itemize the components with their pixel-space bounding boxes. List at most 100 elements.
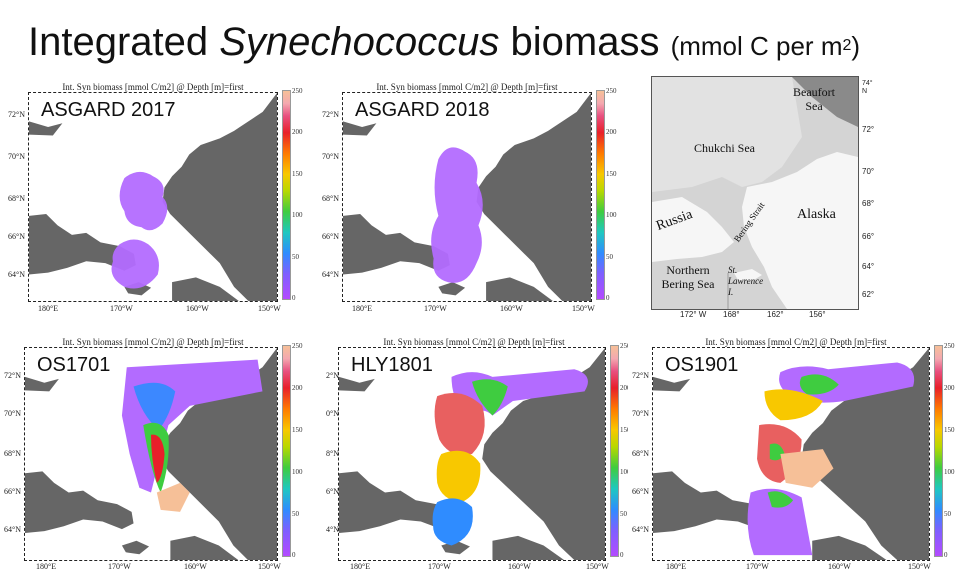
y-tick: 64°N [322, 270, 339, 279]
x-tick: 160°W [500, 304, 523, 313]
x-tick: 180°E [36, 562, 57, 571]
y-tick: 66°N [4, 487, 21, 496]
ref-lon-tick: 172° W [680, 310, 707, 319]
x-tick: 150°W [258, 304, 281, 313]
y-tick: 0°N [326, 409, 339, 418]
colorbar [934, 345, 943, 557]
colorbar-tick: 50 [292, 253, 299, 261]
colorbar-tick: 100 [292, 211, 303, 219]
reference-map-graphic [652, 77, 858, 309]
colorbar-tick: 100 [606, 211, 617, 219]
colorbar-tick: 100 [620, 468, 628, 476]
panel-title: Int. Syn biomass [mmol C/m2] @ Depth [m]… [376, 82, 558, 92]
title-pre: Integrated [28, 20, 220, 64]
reference-map: Beaufort Sea Chukchi Sea Alaska Russia B… [651, 76, 859, 310]
ref-label-chukchi: Chukchi Sea [694, 141, 755, 155]
panel-title: Int. Syn biomass [mmol C/m2] @ Depth [m]… [62, 337, 244, 347]
x-tick: 170°W [110, 304, 133, 313]
panel-os1701: Int. Syn biomass [mmol C/m2] @ Depth [m]… [4, 333, 303, 573]
y-tick: 68°N [8, 194, 25, 203]
y-tick: 72°N [632, 371, 649, 380]
ref-lat-tick: 68° [862, 199, 875, 208]
x-tick: 170°W [746, 562, 769, 571]
title-unit: (mmol C per m2) [670, 31, 861, 61]
panel-title: Int. Syn biomass [mmol C/m2] @ Depth [m]… [383, 337, 565, 347]
y-tick: 68°N [322, 194, 339, 203]
map-graphic [343, 93, 591, 301]
colorbar-tick: 0 [292, 551, 296, 559]
panel-label: ASGARD 2018 [355, 99, 490, 121]
ref-lon-tick: 156° [809, 310, 826, 319]
panel-label: HLY1801 [351, 354, 433, 376]
ref-lon-tick: 162° [767, 310, 784, 319]
colorbar-tick: 0 [606, 294, 610, 302]
x-tick: 160°W [828, 562, 851, 571]
y-tick: 66°N [322, 232, 339, 241]
colorbar-tick: 250 [620, 342, 628, 350]
y-tick: 4°N [326, 525, 339, 534]
panel-title: Int. Syn biomass [mmol C/m2] @ Depth [m]… [705, 337, 887, 347]
map-frame: ASGARD 2017 [28, 92, 278, 302]
y-tick: 72°N [8, 110, 25, 119]
ref-lat-tick: 70° [862, 167, 875, 176]
map-graphic [29, 93, 277, 301]
colorbar-tick: 0 [292, 294, 296, 302]
panel-asgard-2018: Int. Syn biomass [mmol C/m2] @ Depth [m]… [322, 76, 617, 316]
ref-label-st-lawrence: St. Lawrence I. [728, 265, 764, 297]
y-tick: 64°N [4, 525, 21, 534]
x-tick: 170°W [108, 562, 131, 571]
colorbar-tick: 50 [944, 510, 951, 518]
colorbar-tick: 250 [292, 342, 303, 350]
panel-hly1801: Int. Syn biomass [mmol C/m2] @ Depth [m]… [322, 333, 628, 573]
panel-label: ASGARD 2017 [41, 99, 176, 121]
colorbar-tick: 200 [620, 384, 628, 392]
y-tick: 2°N [326, 371, 339, 380]
y-tick: 68°N [632, 449, 649, 458]
x-tick: 180°E [350, 562, 371, 571]
x-tick: 180°E [38, 304, 59, 313]
x-tick: 170°W [428, 562, 451, 571]
y-tick: 72°N [322, 110, 339, 119]
colorbar-tick: 150 [606, 170, 617, 178]
y-tick: 70°N [8, 152, 25, 161]
colorbar-tick: 0 [944, 551, 948, 559]
title-italic: Synechococcus [219, 20, 500, 64]
colorbar-tick: 250 [606, 87, 617, 95]
map-frame: HLY1801 [338, 347, 606, 561]
y-tick: 64°N [8, 270, 25, 279]
ref-lat-tick: 74° N [862, 80, 873, 95]
colorbar-tick: 0 [620, 551, 624, 559]
x-tick: 150°W [258, 562, 281, 571]
colorbar-tick: 150 [944, 426, 955, 434]
x-tick: 150°W [572, 304, 595, 313]
ref-lon-tick: 168° [723, 310, 740, 319]
panel-label: OS1901 [665, 354, 739, 376]
ref-lat-tick: 72° [862, 125, 875, 134]
y-tick: 68°N [4, 449, 21, 458]
panel-label: OS1701 [37, 354, 111, 376]
map-graphic [339, 348, 605, 560]
colorbar-tick: 150 [292, 170, 303, 178]
ref-label-northern-bering: Northern Bering Sea [661, 263, 715, 291]
x-tick: 180°E [666, 562, 687, 571]
map-graphic [25, 348, 277, 560]
colorbar-tick: 100 [944, 468, 955, 476]
map-frame: ASGARD 2018 [342, 92, 592, 302]
y-tick: 64°N [632, 525, 649, 534]
panel-title: Int. Syn biomass [mmol C/m2] @ Depth [m]… [62, 82, 244, 92]
colorbar [282, 345, 291, 557]
colorbar [282, 90, 291, 300]
colorbar-tick: 200 [606, 128, 617, 136]
colorbar-tick: 200 [944, 384, 955, 392]
y-tick: 70°N [4, 409, 21, 418]
title-post: biomass [499, 20, 671, 64]
y-tick: 66°N [8, 232, 25, 241]
colorbar [596, 90, 605, 300]
panel-os1901: Int. Syn biomass [mmol C/m2] @ Depth [m]… [632, 333, 956, 573]
y-tick: 72°N [4, 371, 21, 380]
colorbar-tick: 50 [292, 510, 299, 518]
colorbar-tick: 200 [292, 128, 303, 136]
colorbar-tick: 50 [606, 253, 613, 261]
x-tick: 160°W [184, 562, 207, 571]
colorbar-tick: 250 [944, 342, 955, 350]
